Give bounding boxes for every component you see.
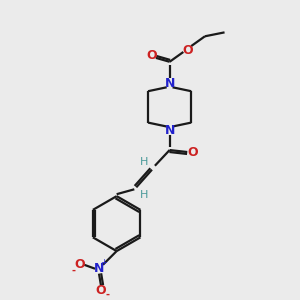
Text: H: H: [140, 157, 148, 167]
Text: H: H: [140, 190, 148, 200]
Text: O: O: [74, 258, 85, 271]
Text: -: -: [71, 266, 76, 276]
Text: N: N: [164, 77, 175, 90]
Text: N: N: [94, 262, 104, 275]
Text: -: -: [106, 290, 110, 300]
Text: +: +: [100, 258, 107, 267]
Text: O: O: [96, 284, 106, 297]
Text: N: N: [164, 124, 175, 137]
Text: O: O: [182, 44, 193, 56]
Text: O: O: [147, 50, 157, 62]
Text: O: O: [188, 146, 199, 158]
